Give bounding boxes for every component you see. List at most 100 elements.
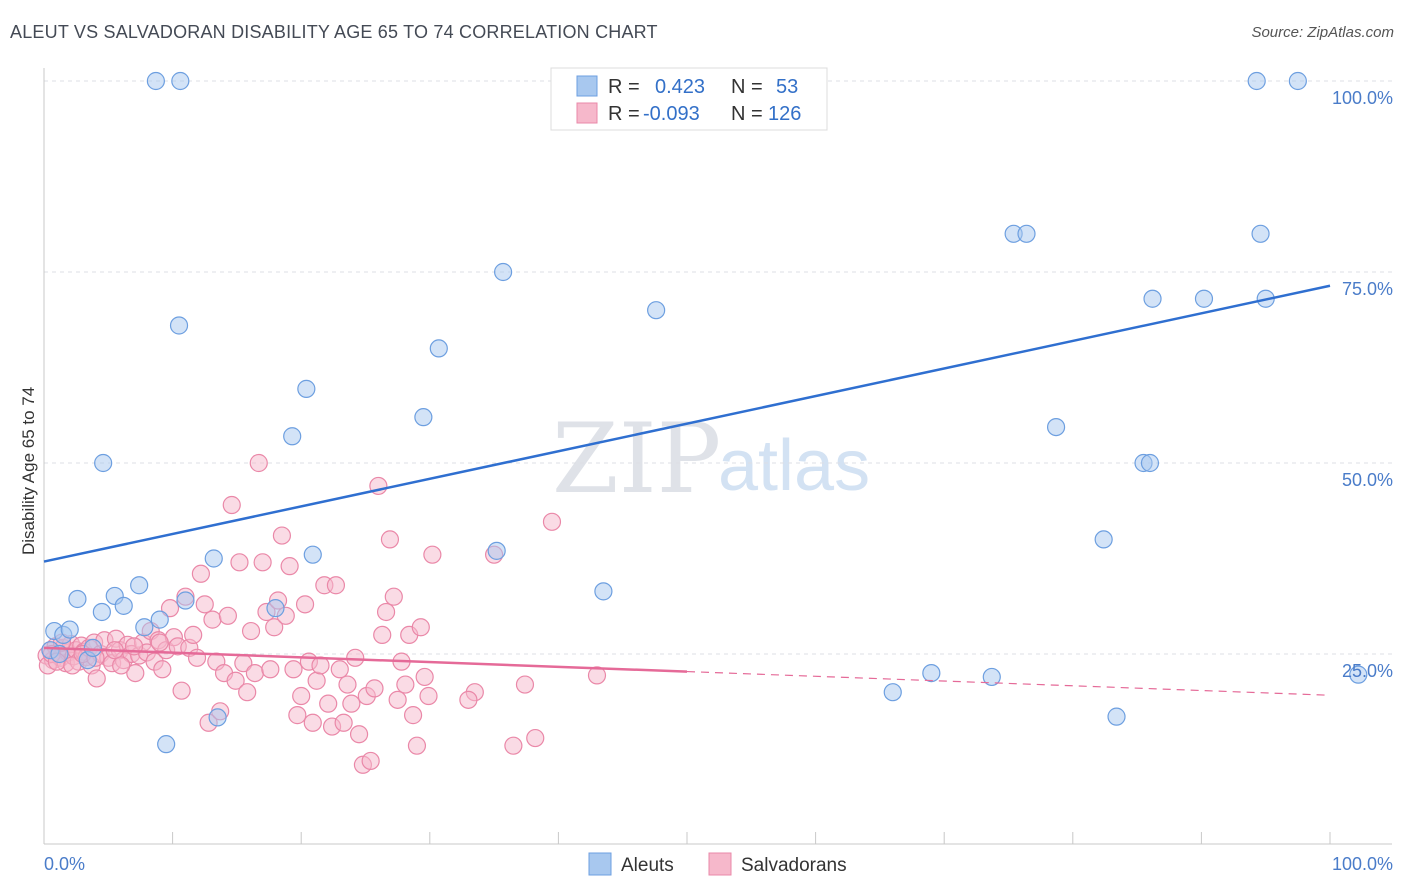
aleuts-point-5 [68,589,87,609]
legend-r-label-aleuts: R = [608,76,640,98]
salvadorans-point-62 [253,553,272,572]
watermark-atlas: atlas [718,426,870,506]
salvadorans-point-76 [307,671,326,690]
legend-r-value-salvadorans: -0.093 [643,103,700,125]
watermark-zip: ZIP [552,403,721,515]
y-tick-label-3: 100.0% [1332,88,1393,108]
salvadorans-point-103 [411,618,430,637]
salvadorans-point-81 [326,576,346,595]
salvadorans-point-29 [126,663,145,683]
aleuts-point-8 [92,602,111,622]
aleuts-point-14 [146,71,165,91]
aleuts-point-9 [94,453,113,473]
tick-labels: 25.0% 50.0% 75.0% 100.0% 0.0% 100.0% [44,88,1393,874]
salvadorans-point-19 [87,669,106,688]
legend-n-value-salvadorans: 126 [768,103,801,125]
salvadorans-point-125 [150,633,169,652]
aleuts-point-48 [1288,71,1307,91]
salvadorans-point-111 [515,675,535,694]
salvadorans-point-70 [284,660,303,679]
salvadorans-point-105 [419,686,438,706]
legend-n-label-salvadorans: N = [731,103,763,125]
salvadorans-point-72 [292,686,311,706]
source-credit: Source: ZipAtlas.com [1251,24,1394,41]
aleuts-point-4 [60,620,79,639]
salvadorans-point-102 [407,736,427,755]
correlation-legend: R = 0.423 N = 53 R = -0.093 N = 126 [550,67,828,131]
aleuts-point-7 [83,638,102,657]
salvadorans-point-79 [319,694,338,713]
aleuts-point-22 [266,599,285,618]
salvadorans-point-75 [303,713,322,732]
salvadorans-point-71 [288,706,307,725]
legend-n-value-aleuts: 53 [776,76,798,98]
salvadorans-point-112 [526,728,545,748]
salvadorans-point-41 [172,681,191,700]
aleuts-point-42 [1107,707,1126,726]
aleuts-point-11 [114,596,133,615]
salvadorans-point-108 [459,690,478,709]
salvadorans-point-93 [373,625,392,645]
salvadorans-point-67 [272,526,292,545]
aleuts-point-27 [429,339,448,358]
salvadorans-point-64 [261,660,280,679]
aleuts-point-45 [1143,289,1162,308]
salvadorans-point-94 [376,602,396,622]
bottom-swatch-aleuts [588,852,612,876]
salvadorans-point-65 [265,618,284,637]
salvadorans-point-113 [542,512,562,531]
salvadorans-point-58 [238,683,257,702]
y-tick-label-2: 75.0% [1342,279,1393,299]
y-tick-label-0: 25.0% [1342,661,1393,681]
salvadorans-point-83 [334,713,353,732]
aleuts-point-35 [883,683,902,702]
aleuts-point-15 [150,610,169,629]
aleuts-point-51 [1349,665,1368,684]
salvadorans-point-104 [415,667,434,687]
aleuts-point-20 [204,549,223,568]
aleuts-point-40 [982,667,1001,687]
y-tick-label-1: 50.0% [1342,470,1393,490]
salvadorans-point-44 [184,625,203,645]
aleuts-point-28 [487,541,506,560]
salvadorans-point-73 [295,595,315,614]
salvadorans-point-36 [153,660,172,679]
aleuts-point-50 [1251,224,1270,243]
x-tick-label-1: 100.0% [1332,854,1393,874]
salvadorans-point-110 [504,736,523,755]
salvadorans-point-60 [245,663,265,683]
aleuts-point-31 [647,301,666,320]
aleuts-point-24 [297,379,316,398]
aleuts-point-18 [169,316,189,335]
salvadorans-point-85 [342,694,361,713]
series-legend: Aleuts Salvadorans [588,852,847,876]
aleuts-trend-line [43,284,1331,563]
aleuts-point-46 [1194,289,1214,308]
aleuts-point-29 [494,262,513,282]
salvadorans-point-84 [338,675,357,694]
salvadorans-point-106 [423,545,442,564]
legend-r-value-aleuts: 0.423 [655,76,705,98]
salvadorans-point-69 [280,557,299,576]
aleuts-point-41 [922,663,941,683]
legend-r-label-salvadorans: R = [608,103,640,125]
axes [43,68,1392,845]
legend-swatch-aleuts [576,75,598,97]
salvadorans-point-87 [349,725,369,744]
aleuts-point-44 [1140,453,1160,473]
salvadorans-point-86 [346,648,365,667]
salvadorans-point-114 [587,666,607,685]
salvadorans-point-123 [112,656,131,675]
salvadorans-point-101 [403,706,423,725]
salvadorans-point-82 [330,660,349,679]
salvadorans-point-53 [218,606,237,625]
salvadorans-trend-line [43,646,688,673]
aleuts-point-39 [1094,530,1113,549]
legend-n-label-aleuts: N = [731,76,763,98]
salvadorans-point-56 [230,553,249,572]
aleuts-point-16 [157,735,176,754]
x-tick-label-0: 0.0% [44,854,85,874]
y-axis-label: Disability Age 65 to 74 [19,387,38,555]
aleuts-point-37 [1017,224,1036,243]
